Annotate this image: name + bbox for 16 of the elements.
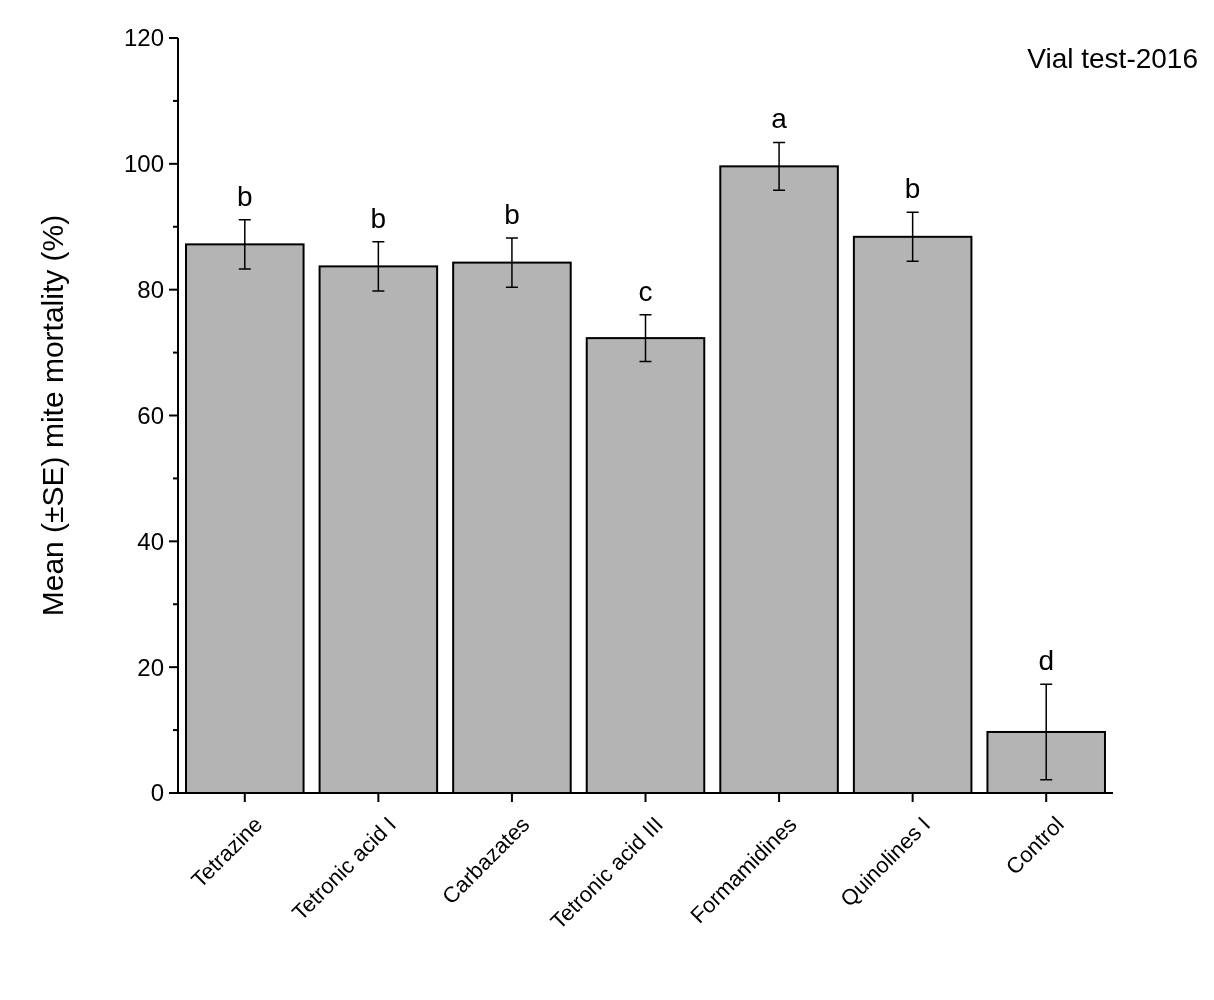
y-tick-label: 40 [137, 527, 164, 555]
y-tick-label: 80 [137, 276, 164, 304]
annotation: d [1038, 645, 1054, 677]
annotation: b [904, 173, 921, 205]
annotation: b [504, 199, 520, 231]
annotation: b [370, 202, 387, 234]
y-axis-title: Mean (±SE) mite mortality (%) [36, 214, 69, 617]
y-tick-label: 100 [123, 150, 164, 178]
y-tick-label: 60 [137, 401, 164, 429]
y-tick-label: 20 [137, 653, 164, 681]
annotation: a [771, 103, 788, 135]
y-tick-label: 0 [150, 779, 164, 807]
annotation: b [237, 180, 253, 212]
annotation: c [638, 275, 653, 307]
y-tick-label: 120 [123, 24, 164, 52]
chart-title: Vial test-2016 [1027, 43, 1198, 74]
